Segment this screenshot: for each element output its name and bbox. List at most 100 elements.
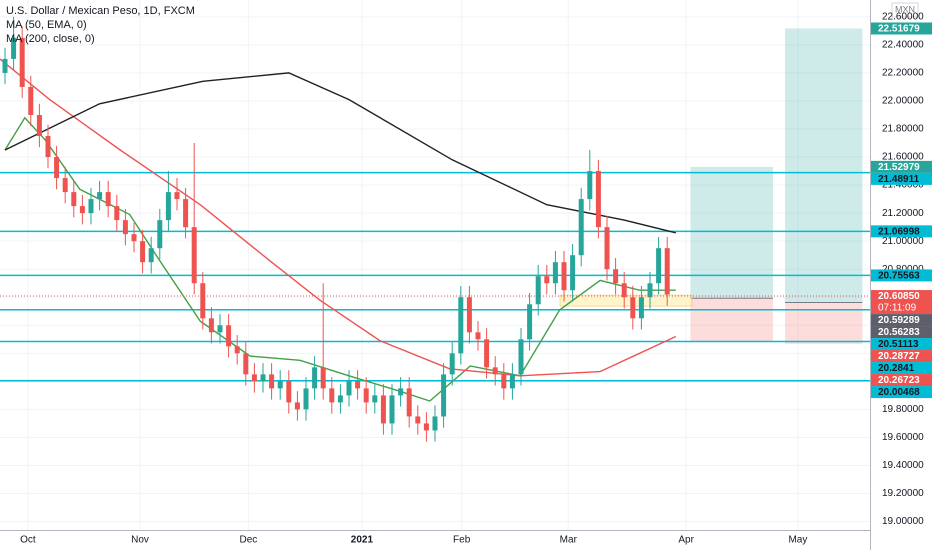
candle-body — [355, 381, 361, 389]
x-tick-label: Nov — [131, 535, 149, 546]
candle-body — [578, 199, 584, 256]
candle-body — [544, 276, 550, 284]
candle-body — [449, 353, 455, 375]
candle-body — [329, 388, 335, 403]
price-label: 21.48911 — [878, 174, 920, 185]
y-tick-label: 20.80000 — [882, 264, 924, 275]
stop-zone — [690, 298, 773, 342]
target-zone — [690, 166, 773, 299]
stop-zone — [785, 302, 863, 344]
candle-body — [441, 374, 447, 417]
candle-body — [346, 381, 352, 396]
candle-body — [97, 192, 103, 200]
candle-body — [286, 381, 292, 403]
candle-body — [363, 388, 369, 403]
candle-body — [303, 388, 309, 410]
candle-body — [71, 192, 77, 207]
candle-body — [269, 374, 275, 389]
candle-body — [466, 297, 472, 333]
candle-body — [492, 367, 498, 375]
candle-body — [656, 248, 662, 284]
price-label: 20.2841 — [878, 363, 915, 374]
price-label: 20.56283 — [878, 327, 920, 338]
price-label-bg — [871, 362, 932, 375]
price-label: 20.28727 — [878, 351, 920, 362]
x-tick-label: Apr — [678, 535, 694, 546]
countdown-label: 07:11:09 — [878, 303, 917, 314]
candle-body — [217, 325, 223, 333]
candle-body — [140, 241, 146, 263]
candle-body — [398, 388, 404, 396]
candle-body — [251, 374, 257, 382]
price-label-bg — [871, 374, 932, 387]
candle-body — [54, 157, 60, 179]
price-label-bg — [871, 350, 932, 363]
price-label-bg — [871, 326, 932, 339]
candle-body — [630, 297, 636, 319]
candle-body — [337, 395, 343, 403]
price-label-bg — [871, 386, 932, 399]
x-tick-label: Oct — [20, 535, 36, 546]
candle-body — [260, 374, 266, 382]
y-tick-label: 21.40000 — [882, 180, 924, 191]
price-label: 21.52979 — [878, 162, 920, 173]
candle-body — [114, 206, 120, 221]
candle-body — [234, 346, 240, 354]
price-label: 20.75563 — [878, 271, 920, 282]
y-tick-label: 19.40000 — [882, 460, 924, 471]
price-label-bg — [871, 290, 932, 315]
candle-body — [432, 416, 438, 431]
candle-body — [2, 58, 8, 73]
candle-body — [320, 367, 326, 389]
candle-body — [638, 297, 644, 319]
candle-body — [458, 297, 464, 354]
candle-body — [277, 381, 283, 389]
candle-body — [621, 283, 627, 298]
candle-body — [243, 353, 249, 375]
candle-body — [45, 136, 51, 158]
price-label: 20.60850 — [878, 291, 920, 302]
y-tick-label: 21.00000 — [882, 236, 924, 247]
candle-body — [105, 192, 111, 207]
price-label: 20.51113 — [878, 339, 919, 350]
candle-body — [372, 395, 378, 403]
y-tick-label: 19.00000 — [882, 516, 924, 527]
candle-body — [527, 304, 533, 340]
candle-body — [380, 395, 386, 424]
price-label: 20.26723 — [878, 375, 920, 386]
candle-body — [423, 423, 429, 431]
candle-body — [88, 199, 94, 214]
x-tick-label: May — [788, 535, 807, 546]
x-tick-label: Feb — [453, 535, 471, 546]
plot-area — [0, 0, 870, 530]
candle-body — [165, 192, 171, 221]
price-label: 22.51679 — [878, 24, 920, 35]
candle-body — [312, 367, 318, 389]
candle-body — [406, 388, 412, 417]
currency-label: MXN — [895, 4, 915, 14]
candle-body — [535, 276, 541, 305]
candle-body — [148, 248, 154, 263]
y-tick-label: 22.20000 — [882, 68, 924, 79]
candle-body — [183, 199, 189, 228]
candle-body — [561, 262, 567, 291]
chart-title: U.S. Dollar / Mexican Peso, 1D, FXCM — [6, 5, 195, 17]
x-tick-label: Mar — [560, 535, 578, 546]
candle-body — [475, 332, 481, 340]
candle-body — [415, 416, 421, 424]
candle-body — [604, 227, 610, 270]
candle-body — [294, 402, 300, 410]
y-tick-label: 22.00000 — [882, 96, 924, 107]
legend-entry: MA (200, close, 0) — [6, 33, 95, 45]
candle-body — [389, 395, 395, 424]
price-label-bg — [871, 269, 932, 282]
price-label-bg — [871, 338, 932, 351]
candle-body — [122, 220, 128, 235]
candle-body — [62, 178, 68, 193]
price-label: 21.06998 — [878, 226, 920, 237]
candle-body — [157, 220, 163, 249]
candle-body — [208, 318, 214, 333]
price-label: 20.00468 — [878, 387, 920, 398]
